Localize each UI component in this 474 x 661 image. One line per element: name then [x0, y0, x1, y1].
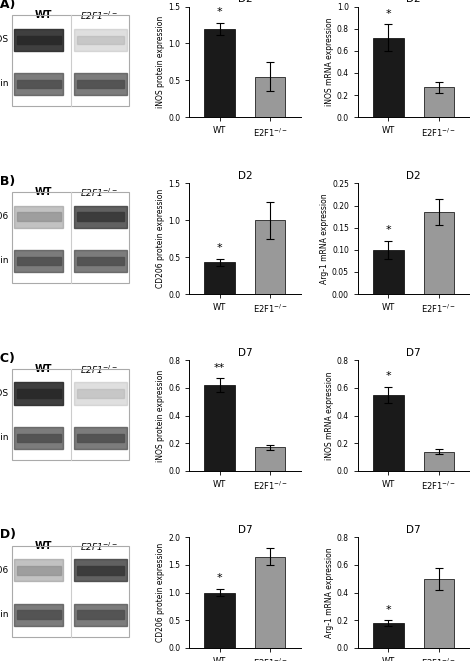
- Title: D2: D2: [237, 0, 252, 5]
- Bar: [373, 250, 403, 294]
- Bar: [12, 369, 129, 460]
- Bar: [14, 250, 64, 272]
- Y-axis label: iNOS mRNA expression: iNOS mRNA expression: [325, 18, 334, 106]
- Bar: [17, 36, 61, 44]
- Bar: [77, 389, 125, 398]
- Text: iNOS: iNOS: [0, 35, 8, 44]
- Text: Tublin: Tublin: [0, 79, 8, 89]
- Bar: [255, 447, 285, 471]
- Bar: [12, 15, 129, 106]
- Bar: [77, 36, 125, 44]
- Text: WT: WT: [35, 541, 53, 551]
- Title: D7: D7: [406, 525, 421, 535]
- Bar: [74, 383, 127, 405]
- Bar: [424, 578, 454, 648]
- Bar: [14, 427, 64, 449]
- Bar: [17, 566, 61, 574]
- Y-axis label: Arg-1 mRNA expression: Arg-1 mRNA expression: [325, 547, 334, 638]
- Title: D2: D2: [406, 0, 421, 5]
- Y-axis label: iNOS mRNA expression: iNOS mRNA expression: [325, 371, 334, 460]
- Bar: [373, 395, 403, 471]
- Title: D7: D7: [237, 348, 252, 358]
- Text: (D): (D): [0, 528, 17, 541]
- Bar: [77, 434, 125, 442]
- Text: *: *: [385, 225, 391, 235]
- Bar: [255, 220, 285, 294]
- Text: (B): (B): [0, 175, 16, 188]
- Bar: [74, 559, 127, 582]
- Bar: [204, 28, 235, 117]
- Bar: [14, 73, 64, 95]
- Bar: [255, 77, 285, 117]
- Bar: [14, 603, 64, 626]
- Bar: [255, 557, 285, 648]
- Text: Tublin: Tublin: [0, 610, 8, 619]
- Bar: [424, 212, 454, 294]
- Bar: [204, 385, 235, 471]
- Text: CD206: CD206: [0, 566, 8, 575]
- Bar: [12, 192, 129, 283]
- Bar: [77, 566, 125, 574]
- Y-axis label: iNOS protein expression: iNOS protein expression: [156, 369, 165, 462]
- Text: Tublin: Tublin: [0, 433, 8, 442]
- Text: *: *: [385, 605, 391, 615]
- Bar: [77, 80, 125, 88]
- Bar: [74, 603, 127, 626]
- Text: Tublin: Tublin: [0, 256, 8, 265]
- Y-axis label: CD206 protein expression: CD206 protein expression: [156, 543, 165, 642]
- Title: D2: D2: [237, 171, 252, 181]
- Text: E2F1$^{-/-}$: E2F1$^{-/-}$: [80, 541, 118, 553]
- Text: E2F1$^{-/-}$: E2F1$^{-/-}$: [80, 10, 118, 22]
- Bar: [373, 623, 403, 648]
- Text: (A): (A): [0, 0, 16, 11]
- Bar: [74, 206, 127, 227]
- Bar: [17, 80, 61, 88]
- Bar: [14, 559, 64, 582]
- Text: WT: WT: [35, 187, 53, 197]
- Bar: [74, 28, 127, 51]
- Title: D7: D7: [237, 525, 252, 535]
- Bar: [17, 212, 61, 221]
- Bar: [12, 546, 129, 637]
- Bar: [204, 262, 235, 294]
- Bar: [77, 610, 125, 619]
- Text: *: *: [217, 573, 222, 583]
- Bar: [14, 206, 64, 227]
- Bar: [373, 38, 403, 117]
- Text: CD206: CD206: [0, 212, 8, 221]
- Bar: [17, 610, 61, 619]
- Text: *: *: [217, 243, 222, 253]
- Bar: [77, 212, 125, 221]
- Bar: [17, 434, 61, 442]
- Bar: [77, 256, 125, 265]
- Y-axis label: CD206 protein expression: CD206 protein expression: [156, 189, 165, 288]
- Text: E2F1$^{-/-}$: E2F1$^{-/-}$: [80, 187, 118, 199]
- Text: WT: WT: [35, 10, 53, 20]
- Bar: [424, 87, 454, 117]
- Bar: [74, 73, 127, 95]
- Text: **: **: [214, 363, 225, 373]
- Y-axis label: Arg-1 mRNA expression: Arg-1 mRNA expression: [320, 194, 329, 284]
- Bar: [17, 389, 61, 398]
- Text: *: *: [385, 371, 391, 381]
- Text: iNOS: iNOS: [0, 389, 8, 398]
- Bar: [424, 451, 454, 471]
- Bar: [204, 592, 235, 648]
- Bar: [14, 28, 64, 51]
- Text: *: *: [217, 7, 222, 17]
- Text: (C): (C): [0, 352, 16, 364]
- Text: E2F1$^{-/-}$: E2F1$^{-/-}$: [80, 364, 118, 376]
- Text: WT: WT: [35, 364, 53, 373]
- Bar: [74, 427, 127, 449]
- Y-axis label: iNOS protein expression: iNOS protein expression: [156, 16, 165, 108]
- Text: *: *: [385, 9, 391, 19]
- Title: D7: D7: [406, 348, 421, 358]
- Bar: [14, 383, 64, 405]
- Bar: [17, 256, 61, 265]
- Bar: [74, 250, 127, 272]
- Title: D2: D2: [406, 171, 421, 181]
